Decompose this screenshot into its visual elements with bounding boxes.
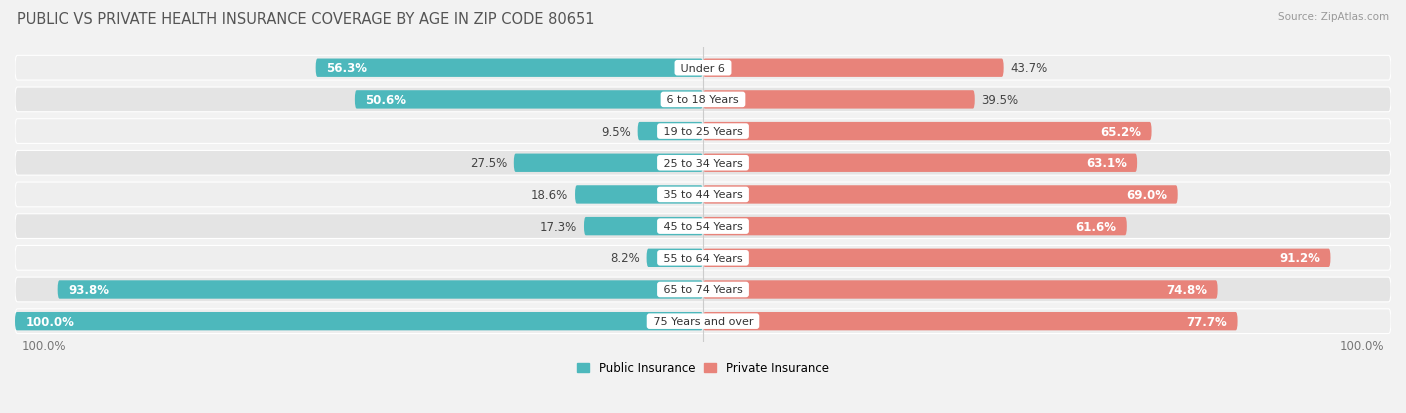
FancyBboxPatch shape [703,186,1178,204]
FancyBboxPatch shape [703,59,1004,78]
Text: 75 Years and over: 75 Years and over [650,316,756,326]
FancyBboxPatch shape [316,59,703,78]
Text: 74.8%: 74.8% [1167,283,1208,296]
Text: 19 to 25 Years: 19 to 25 Years [659,127,747,137]
Text: 25 to 34 Years: 25 to 34 Years [659,158,747,169]
Text: 63.1%: 63.1% [1085,157,1126,170]
FancyBboxPatch shape [15,309,1391,334]
FancyBboxPatch shape [15,278,1391,302]
Text: 93.8%: 93.8% [67,283,110,296]
FancyBboxPatch shape [513,154,703,173]
Text: 6 to 18 Years: 6 to 18 Years [664,95,742,105]
FancyBboxPatch shape [15,312,703,330]
FancyBboxPatch shape [15,151,1391,176]
Text: 17.3%: 17.3% [540,220,576,233]
FancyBboxPatch shape [15,246,1391,271]
FancyBboxPatch shape [703,249,1330,267]
FancyBboxPatch shape [638,123,703,141]
Text: 35 to 44 Years: 35 to 44 Years [659,190,747,200]
Text: 100.0%: 100.0% [22,339,66,353]
FancyBboxPatch shape [703,280,1218,299]
Text: 9.5%: 9.5% [600,125,631,138]
FancyBboxPatch shape [15,214,1391,239]
Text: 55 to 64 Years: 55 to 64 Years [659,253,747,263]
Text: Under 6: Under 6 [678,64,728,74]
FancyBboxPatch shape [647,249,703,267]
Text: PUBLIC VS PRIVATE HEALTH INSURANCE COVERAGE BY AGE IN ZIP CODE 80651: PUBLIC VS PRIVATE HEALTH INSURANCE COVER… [17,12,595,27]
Text: 39.5%: 39.5% [981,94,1019,107]
FancyBboxPatch shape [703,154,1137,173]
Text: 27.5%: 27.5% [470,157,508,170]
FancyBboxPatch shape [354,91,703,109]
FancyBboxPatch shape [15,183,1391,207]
Text: 65 to 74 Years: 65 to 74 Years [659,285,747,295]
FancyBboxPatch shape [703,312,1237,330]
Text: 100.0%: 100.0% [1340,339,1384,353]
Text: 100.0%: 100.0% [25,315,75,328]
FancyBboxPatch shape [703,91,974,109]
Text: 43.7%: 43.7% [1011,62,1047,75]
FancyBboxPatch shape [15,88,1391,112]
Text: 61.6%: 61.6% [1076,220,1116,233]
Text: 8.2%: 8.2% [610,252,640,265]
Text: 91.2%: 91.2% [1279,252,1320,265]
Text: 77.7%: 77.7% [1187,315,1227,328]
Legend: Public Insurance, Private Insurance: Public Insurance, Private Insurance [578,361,828,374]
Text: 65.2%: 65.2% [1101,125,1142,138]
Text: 56.3%: 56.3% [326,62,367,75]
Text: 50.6%: 50.6% [366,94,406,107]
FancyBboxPatch shape [58,280,703,299]
FancyBboxPatch shape [703,123,1152,141]
Text: Source: ZipAtlas.com: Source: ZipAtlas.com [1278,12,1389,22]
FancyBboxPatch shape [583,217,703,236]
Text: 45 to 54 Years: 45 to 54 Years [659,222,747,232]
FancyBboxPatch shape [703,217,1126,236]
Text: 18.6%: 18.6% [531,188,568,202]
FancyBboxPatch shape [575,186,703,204]
Text: 69.0%: 69.0% [1126,188,1167,202]
FancyBboxPatch shape [15,56,1391,81]
FancyBboxPatch shape [15,119,1391,144]
